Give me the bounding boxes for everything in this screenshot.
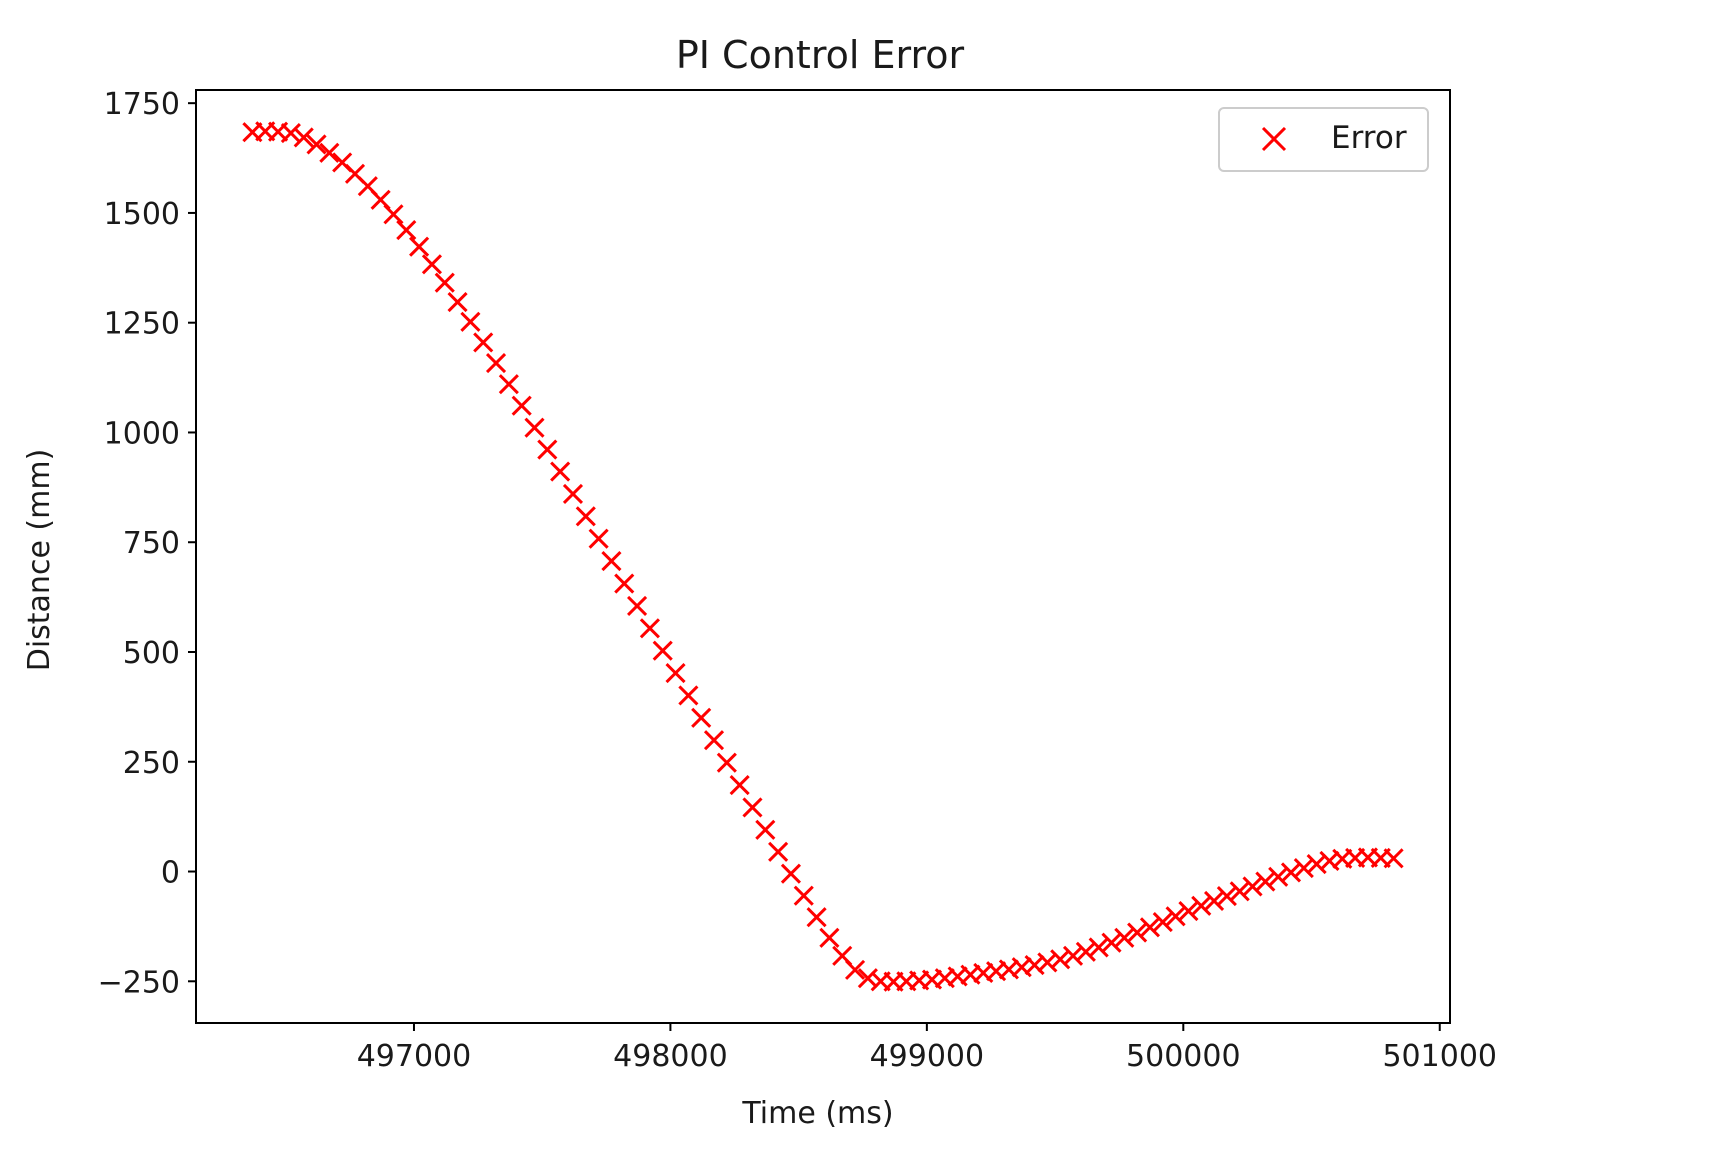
data-point xyxy=(1075,941,1096,962)
data-point xyxy=(1165,906,1186,927)
data-point xyxy=(601,551,622,572)
data-point xyxy=(652,640,673,661)
data-point xyxy=(1280,862,1302,883)
data-point xyxy=(1178,900,1199,922)
data-point xyxy=(575,506,596,527)
y-axis: −250 0 250 500 750 1000 1250 1500 1750 xyxy=(98,87,196,1000)
data-point xyxy=(1139,917,1161,938)
data-point xyxy=(447,292,468,313)
data-point xyxy=(665,663,686,684)
data-point xyxy=(1088,937,1109,958)
legend-label-error: Error xyxy=(1331,120,1407,156)
data-point xyxy=(319,142,340,163)
data-point xyxy=(1242,876,1263,897)
x-axis-label: Time (ms) xyxy=(741,1096,893,1131)
x-axis: 497000 498000 499000 500000 501000 xyxy=(357,1023,1497,1074)
x-tick-label: 499000 xyxy=(870,1039,985,1074)
data-point xyxy=(755,819,776,840)
data-point xyxy=(409,236,430,257)
x-tick-label: 500000 xyxy=(1126,1039,1241,1074)
y-tick-label: 1750 xyxy=(104,87,180,122)
data-point xyxy=(819,927,840,948)
data-point xyxy=(627,595,648,616)
data-point xyxy=(421,254,442,275)
y-axis-label: Distance (mm) xyxy=(22,449,57,672)
data-point xyxy=(716,752,737,773)
data-point xyxy=(1306,854,1327,875)
data-point xyxy=(768,841,789,862)
data-point xyxy=(806,907,827,928)
data-point xyxy=(614,573,635,594)
data-point xyxy=(1050,949,1071,970)
x-tick-label: 501000 xyxy=(1382,1039,1497,1074)
legend-marker-icon xyxy=(1261,126,1287,152)
data-point xyxy=(550,461,571,482)
data-point xyxy=(1204,890,1225,912)
data-point xyxy=(498,374,519,395)
data-point xyxy=(703,730,725,751)
data-point xyxy=(562,483,584,504)
data-point xyxy=(485,353,507,374)
data-point xyxy=(434,272,455,293)
data-point xyxy=(524,417,545,438)
data-point xyxy=(1268,866,1289,887)
data-point xyxy=(1101,932,1122,953)
data-point xyxy=(293,127,314,148)
data-point xyxy=(678,685,699,706)
data-point xyxy=(588,528,609,549)
data-point xyxy=(306,134,327,155)
data-point xyxy=(460,311,481,332)
y-tick-label: −250 xyxy=(98,965,180,1000)
data-point xyxy=(1293,857,1314,879)
axes-frame xyxy=(195,89,1451,1024)
data-point xyxy=(511,395,532,416)
data-point xyxy=(780,863,802,884)
data-point xyxy=(793,885,814,906)
data-point xyxy=(729,774,750,796)
y-tick-label: 500 xyxy=(123,636,180,671)
plot-area xyxy=(242,121,1404,992)
data-point xyxy=(1152,911,1173,933)
data-point xyxy=(742,797,763,818)
data-point xyxy=(857,968,878,989)
data-point xyxy=(639,618,660,639)
data-point xyxy=(1037,952,1058,973)
data-point xyxy=(1255,871,1276,892)
y-tick-label: 1000 xyxy=(104,416,180,451)
data-point xyxy=(280,122,301,144)
chart-title: PI Control Error xyxy=(676,33,965,77)
y-tick-label: 1250 xyxy=(104,307,180,342)
y-tick-label: 0 xyxy=(161,856,180,891)
data-point xyxy=(1229,881,1250,902)
data-point xyxy=(1062,945,1084,966)
data-point xyxy=(473,332,494,353)
legend: Error xyxy=(1218,107,1429,172)
y-tick-label: 750 xyxy=(123,526,180,561)
legend-marker xyxy=(1261,126,1287,152)
data-point xyxy=(844,959,866,980)
data-point xyxy=(1383,848,1404,869)
x-tick-label: 497000 xyxy=(357,1039,472,1074)
data-point xyxy=(537,439,558,460)
data-point xyxy=(383,204,404,225)
y-tick-label: 250 xyxy=(123,746,180,781)
x-tick-label: 498000 xyxy=(613,1039,728,1074)
data-point xyxy=(396,219,417,241)
data-point xyxy=(691,707,712,728)
data-point xyxy=(1114,927,1135,948)
y-tick-label: 1500 xyxy=(104,197,180,232)
legend-box xyxy=(1218,107,1429,172)
data-point xyxy=(1127,922,1148,943)
data-point xyxy=(1191,895,1212,916)
data-point xyxy=(1216,886,1237,907)
